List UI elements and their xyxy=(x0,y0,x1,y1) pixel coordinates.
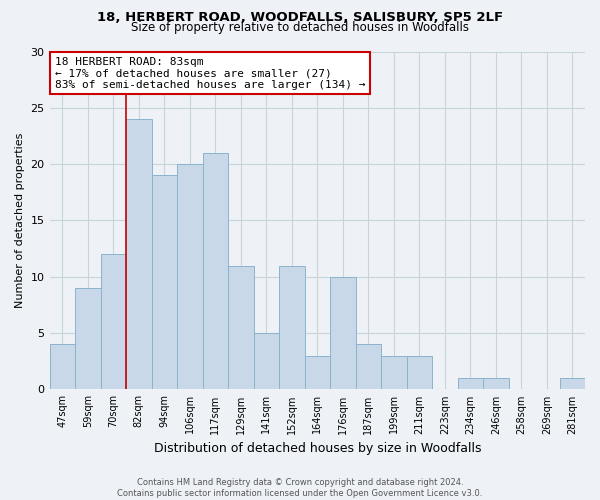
Text: Size of property relative to detached houses in Woodfalls: Size of property relative to detached ho… xyxy=(131,21,469,34)
Bar xyxy=(75,288,101,390)
Bar xyxy=(126,119,152,390)
Bar xyxy=(305,356,330,390)
Bar xyxy=(458,378,483,390)
Bar xyxy=(101,254,126,390)
Bar xyxy=(177,164,203,390)
Text: Contains HM Land Registry data © Crown copyright and database right 2024.
Contai: Contains HM Land Registry data © Crown c… xyxy=(118,478,482,498)
Bar xyxy=(50,344,75,390)
Bar xyxy=(381,356,407,390)
Bar xyxy=(560,378,585,390)
Bar xyxy=(330,277,356,390)
Bar xyxy=(152,176,177,390)
Bar xyxy=(356,344,381,390)
Text: 18 HERBERT ROAD: 83sqm
← 17% of detached houses are smaller (27)
83% of semi-det: 18 HERBERT ROAD: 83sqm ← 17% of detached… xyxy=(55,56,365,90)
Bar xyxy=(228,266,254,390)
Bar xyxy=(407,356,432,390)
Bar xyxy=(279,266,305,390)
Bar xyxy=(254,333,279,390)
X-axis label: Distribution of detached houses by size in Woodfalls: Distribution of detached houses by size … xyxy=(154,442,481,455)
Bar xyxy=(203,153,228,390)
Text: 18, HERBERT ROAD, WOODFALLS, SALISBURY, SP5 2LF: 18, HERBERT ROAD, WOODFALLS, SALISBURY, … xyxy=(97,11,503,24)
Y-axis label: Number of detached properties: Number of detached properties xyxy=(15,133,25,308)
Bar xyxy=(483,378,509,390)
